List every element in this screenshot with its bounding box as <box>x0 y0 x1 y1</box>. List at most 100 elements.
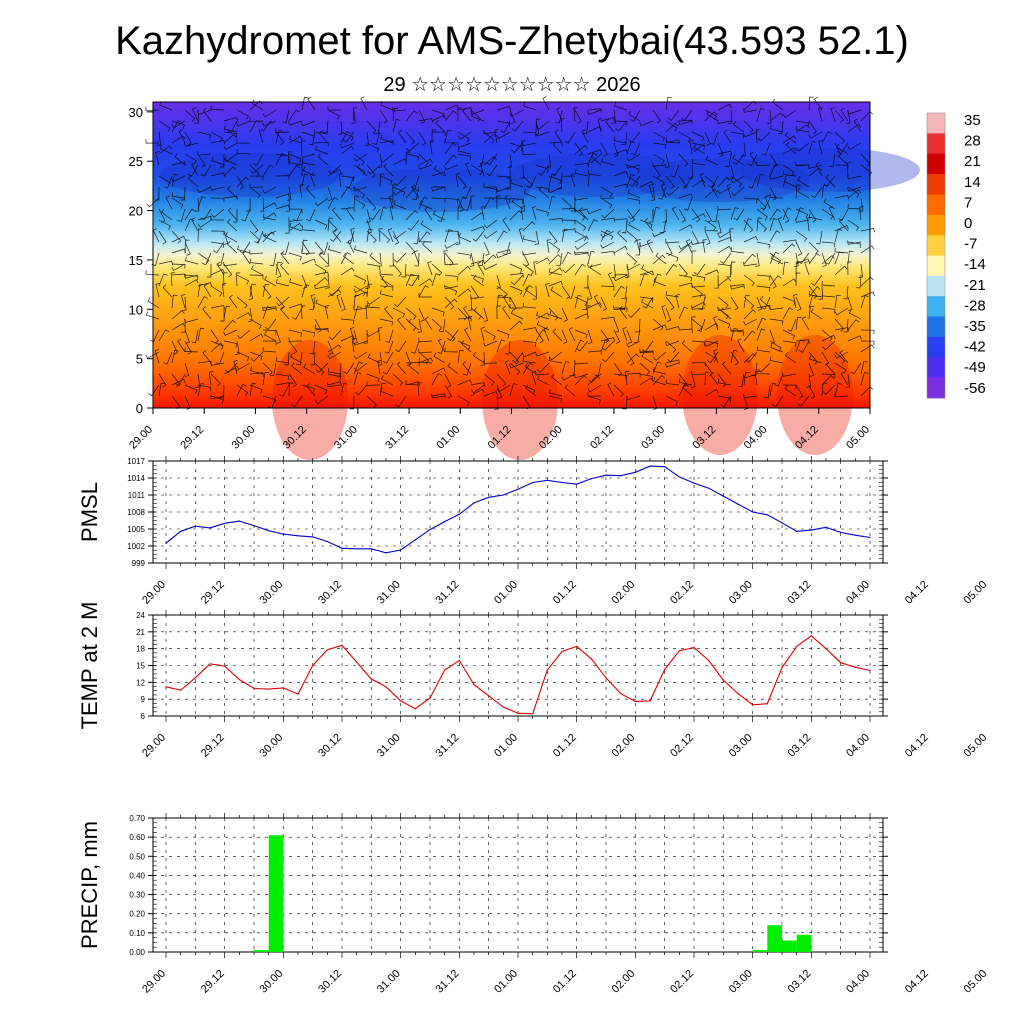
wind-barb <box>600 250 615 256</box>
wind-barb <box>288 340 298 355</box>
wind-barb <box>314 384 328 395</box>
wind-barb <box>355 384 368 396</box>
wind-barb <box>613 120 628 126</box>
wind-barb <box>418 109 426 124</box>
wind-barb <box>561 361 570 375</box>
wind-barb <box>405 210 419 221</box>
data-point <box>341 644 343 646</box>
wind-barb <box>171 120 182 133</box>
wind-barb <box>327 367 342 375</box>
wind-barb <box>587 392 602 397</box>
wind-barb <box>447 362 459 375</box>
wind-barb <box>431 129 437 144</box>
wind-barb <box>665 238 680 244</box>
wind-barb <box>641 264 654 276</box>
wind-barb <box>665 264 678 276</box>
wind-barb <box>587 395 601 404</box>
wind-barb <box>511 351 524 363</box>
wind-barb <box>366 381 381 386</box>
wind-barb <box>743 218 753 232</box>
wind-barb <box>510 179 524 188</box>
wind-barb <box>249 249 264 255</box>
data-point <box>414 539 416 541</box>
wind-barb <box>285 197 291 212</box>
wind-barb <box>210 215 225 221</box>
wind-barb <box>444 296 455 310</box>
y-tick-label: 1002 <box>127 542 145 551</box>
wind-barb <box>269 362 277 377</box>
wind-barb <box>691 250 697 265</box>
x-tick-label: 02.12 <box>668 968 696 996</box>
wind-barb <box>406 142 420 152</box>
x-tick-label: 31.12 <box>434 579 462 607</box>
wind-barb <box>262 213 277 221</box>
data-point <box>561 650 563 653</box>
wind-barb <box>652 361 662 375</box>
wind-barb <box>726 263 732 278</box>
colorbar-segment <box>927 377 945 399</box>
wind-barb <box>210 395 225 400</box>
y-tick-label: 10 <box>129 302 143 317</box>
wind-barb <box>506 175 511 190</box>
wind-barb <box>704 188 718 199</box>
wind-barb <box>301 241 310 256</box>
wind-barb <box>431 393 446 399</box>
colorbar-label: -21 <box>964 277 986 294</box>
precip-bar <box>752 950 768 952</box>
wind-barb <box>641 298 654 309</box>
wind-barb <box>367 353 381 364</box>
wind-barb <box>223 305 231 320</box>
wind-barb <box>332 207 342 221</box>
wind-barb <box>522 252 530 267</box>
wind-barb <box>717 176 730 188</box>
wind-barb <box>834 265 848 276</box>
wind-barb <box>782 164 795 176</box>
wind-barb <box>418 307 425 322</box>
wind-barb <box>639 350 654 356</box>
y-tick-label: 0.00 <box>129 948 145 957</box>
data-point <box>825 648 827 650</box>
wind-barb <box>418 278 433 287</box>
wind-barb <box>560 118 566 133</box>
x-tick-label: 03.12 <box>786 968 814 996</box>
wind-barb <box>605 119 615 133</box>
wind-barb <box>782 261 789 276</box>
x-tick-label: 04.12 <box>903 579 931 607</box>
wind-barb <box>251 265 264 276</box>
wind-barb <box>197 228 203 243</box>
wind-barb <box>532 285 537 300</box>
wind-barb <box>455 173 461 188</box>
data-point <box>546 479 548 481</box>
wind-barb <box>770 343 784 353</box>
wind-barb <box>843 318 849 333</box>
wind-barb <box>280 251 290 265</box>
wind-barb <box>574 208 586 221</box>
wind-barb <box>681 340 693 353</box>
wind-barb <box>418 196 429 210</box>
cold-core-spot <box>740 148 920 192</box>
y-axis-title: PRECIP, mm <box>77 821 102 949</box>
wind-barb <box>522 340 537 347</box>
wind-barb <box>392 307 405 318</box>
wind-barb <box>496 339 506 353</box>
wind-barb <box>353 306 362 320</box>
wind-barb <box>253 153 264 166</box>
data-point <box>458 659 460 662</box>
wind-barb <box>834 351 846 364</box>
wind-barb <box>412 186 420 201</box>
wind-barb <box>613 245 628 254</box>
wind-barb <box>548 141 563 147</box>
wind-barb <box>276 296 290 307</box>
wind-barb <box>236 362 251 370</box>
wind-barb <box>657 186 667 200</box>
wind-barb <box>309 173 316 188</box>
wind-barb <box>730 327 745 332</box>
wind-barb <box>825 174 836 188</box>
x-tick-label: 04.00 <box>844 732 872 760</box>
wind-barb <box>392 263 402 277</box>
wind-barb <box>223 125 238 133</box>
wind-barb <box>429 140 435 155</box>
wind-barb <box>600 329 610 344</box>
data-point <box>268 530 270 532</box>
data-point <box>605 474 607 476</box>
